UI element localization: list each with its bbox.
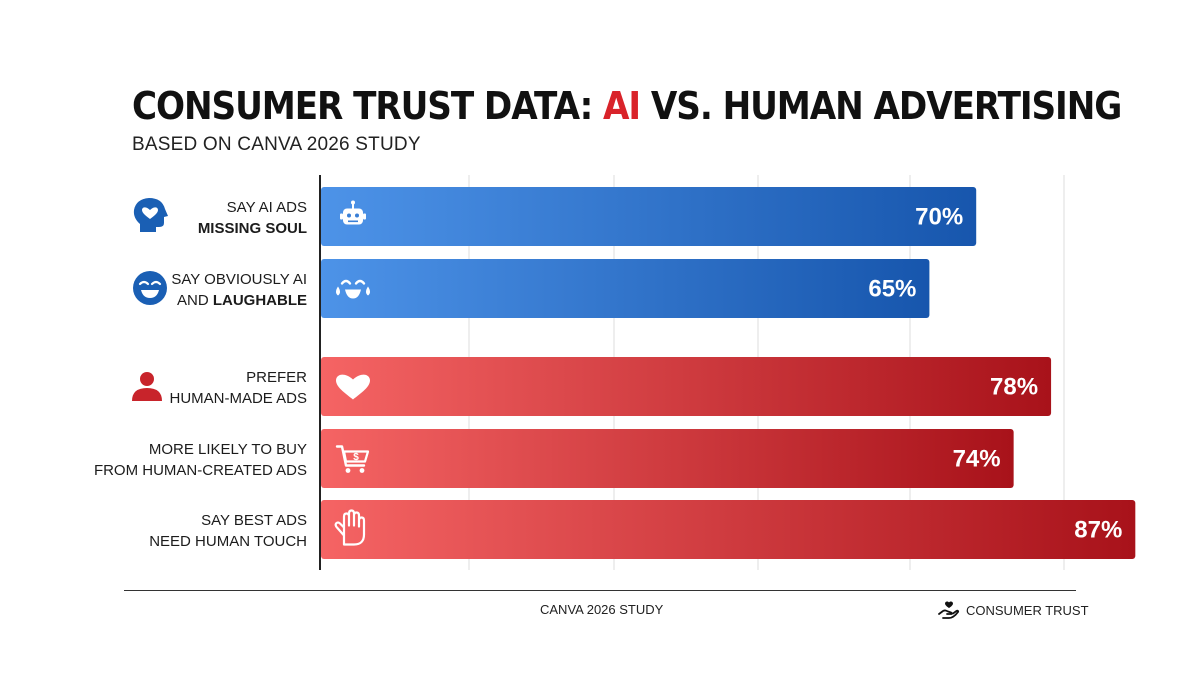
category-label: SAY AI ADS: [227, 199, 307, 216]
value-label: 65%: [868, 276, 916, 303]
footer-divider: [124, 590, 1076, 591]
svg-text:$: $: [353, 452, 359, 463]
bar-1: [321, 187, 977, 246]
category-label: MORE LIKELY TO BUY: [149, 441, 307, 458]
bar-4: [321, 429, 1014, 488]
category-label: NEED HUMAN TOUCH: [149, 533, 307, 550]
tears-of-joy-icon: [336, 279, 370, 299]
title-part-2: VS. HUMAN ADVERTISING: [640, 84, 1122, 128]
category-label: MISSING SOUL: [198, 220, 307, 237]
heart-icon: [336, 374, 370, 400]
category-labels: SAY AI ADS MISSING SOUL SAY OBVIOUSLY AI AN…: [94, 199, 307, 550]
bar-3: [321, 357, 1052, 416]
title-accent: AI: [603, 84, 641, 128]
value-label: 78%: [990, 374, 1038, 401]
footer-brand: CONSUMER TRUST: [938, 600, 1089, 620]
category-icons: [132, 198, 168, 401]
chart-subtitle: BASED ON CANVA 2026 STUDY: [132, 134, 421, 155]
category-label: FROM HUMAN-CREATED ADS: [94, 462, 307, 479]
robot-icon: [340, 200, 366, 225]
laughing-face-icon: [133, 271, 167, 305]
person-icon: [132, 372, 162, 401]
category-label: PREFER: [246, 369, 307, 386]
category-label: AND LAUGHABLE: [177, 292, 307, 309]
category-label: SAY OBVIOUSLY AI: [171, 271, 307, 288]
category-label: HUMAN-MADE ADS: [169, 390, 307, 407]
bar-5: [321, 500, 1136, 559]
bars: 70% 65% 78% $ 74% 87%: [321, 187, 1136, 559]
footer-source: CANVA 2026 STUDY: [540, 602, 664, 617]
category-label: SAY BEST ADS: [201, 512, 307, 529]
title-part-1: CONSUMER TRUST DATA:: [132, 84, 604, 128]
shopping-cart-icon: $: [335, 445, 370, 473]
value-label: 74%: [953, 446, 1001, 473]
hand-icon: [334, 509, 366, 546]
footer-brand-label: CONSUMER TRUST: [966, 602, 1089, 618]
value-label: 70%: [915, 204, 963, 231]
value-label: 87%: [1074, 517, 1122, 544]
head-heart-icon: [133, 198, 168, 232]
bar-2: [321, 259, 930, 318]
hand-heart-icon: [938, 601, 960, 619]
chart-title: CONSUMER TRUST DATA: AI VS. HUMAN ADVERT…: [132, 84, 1122, 128]
